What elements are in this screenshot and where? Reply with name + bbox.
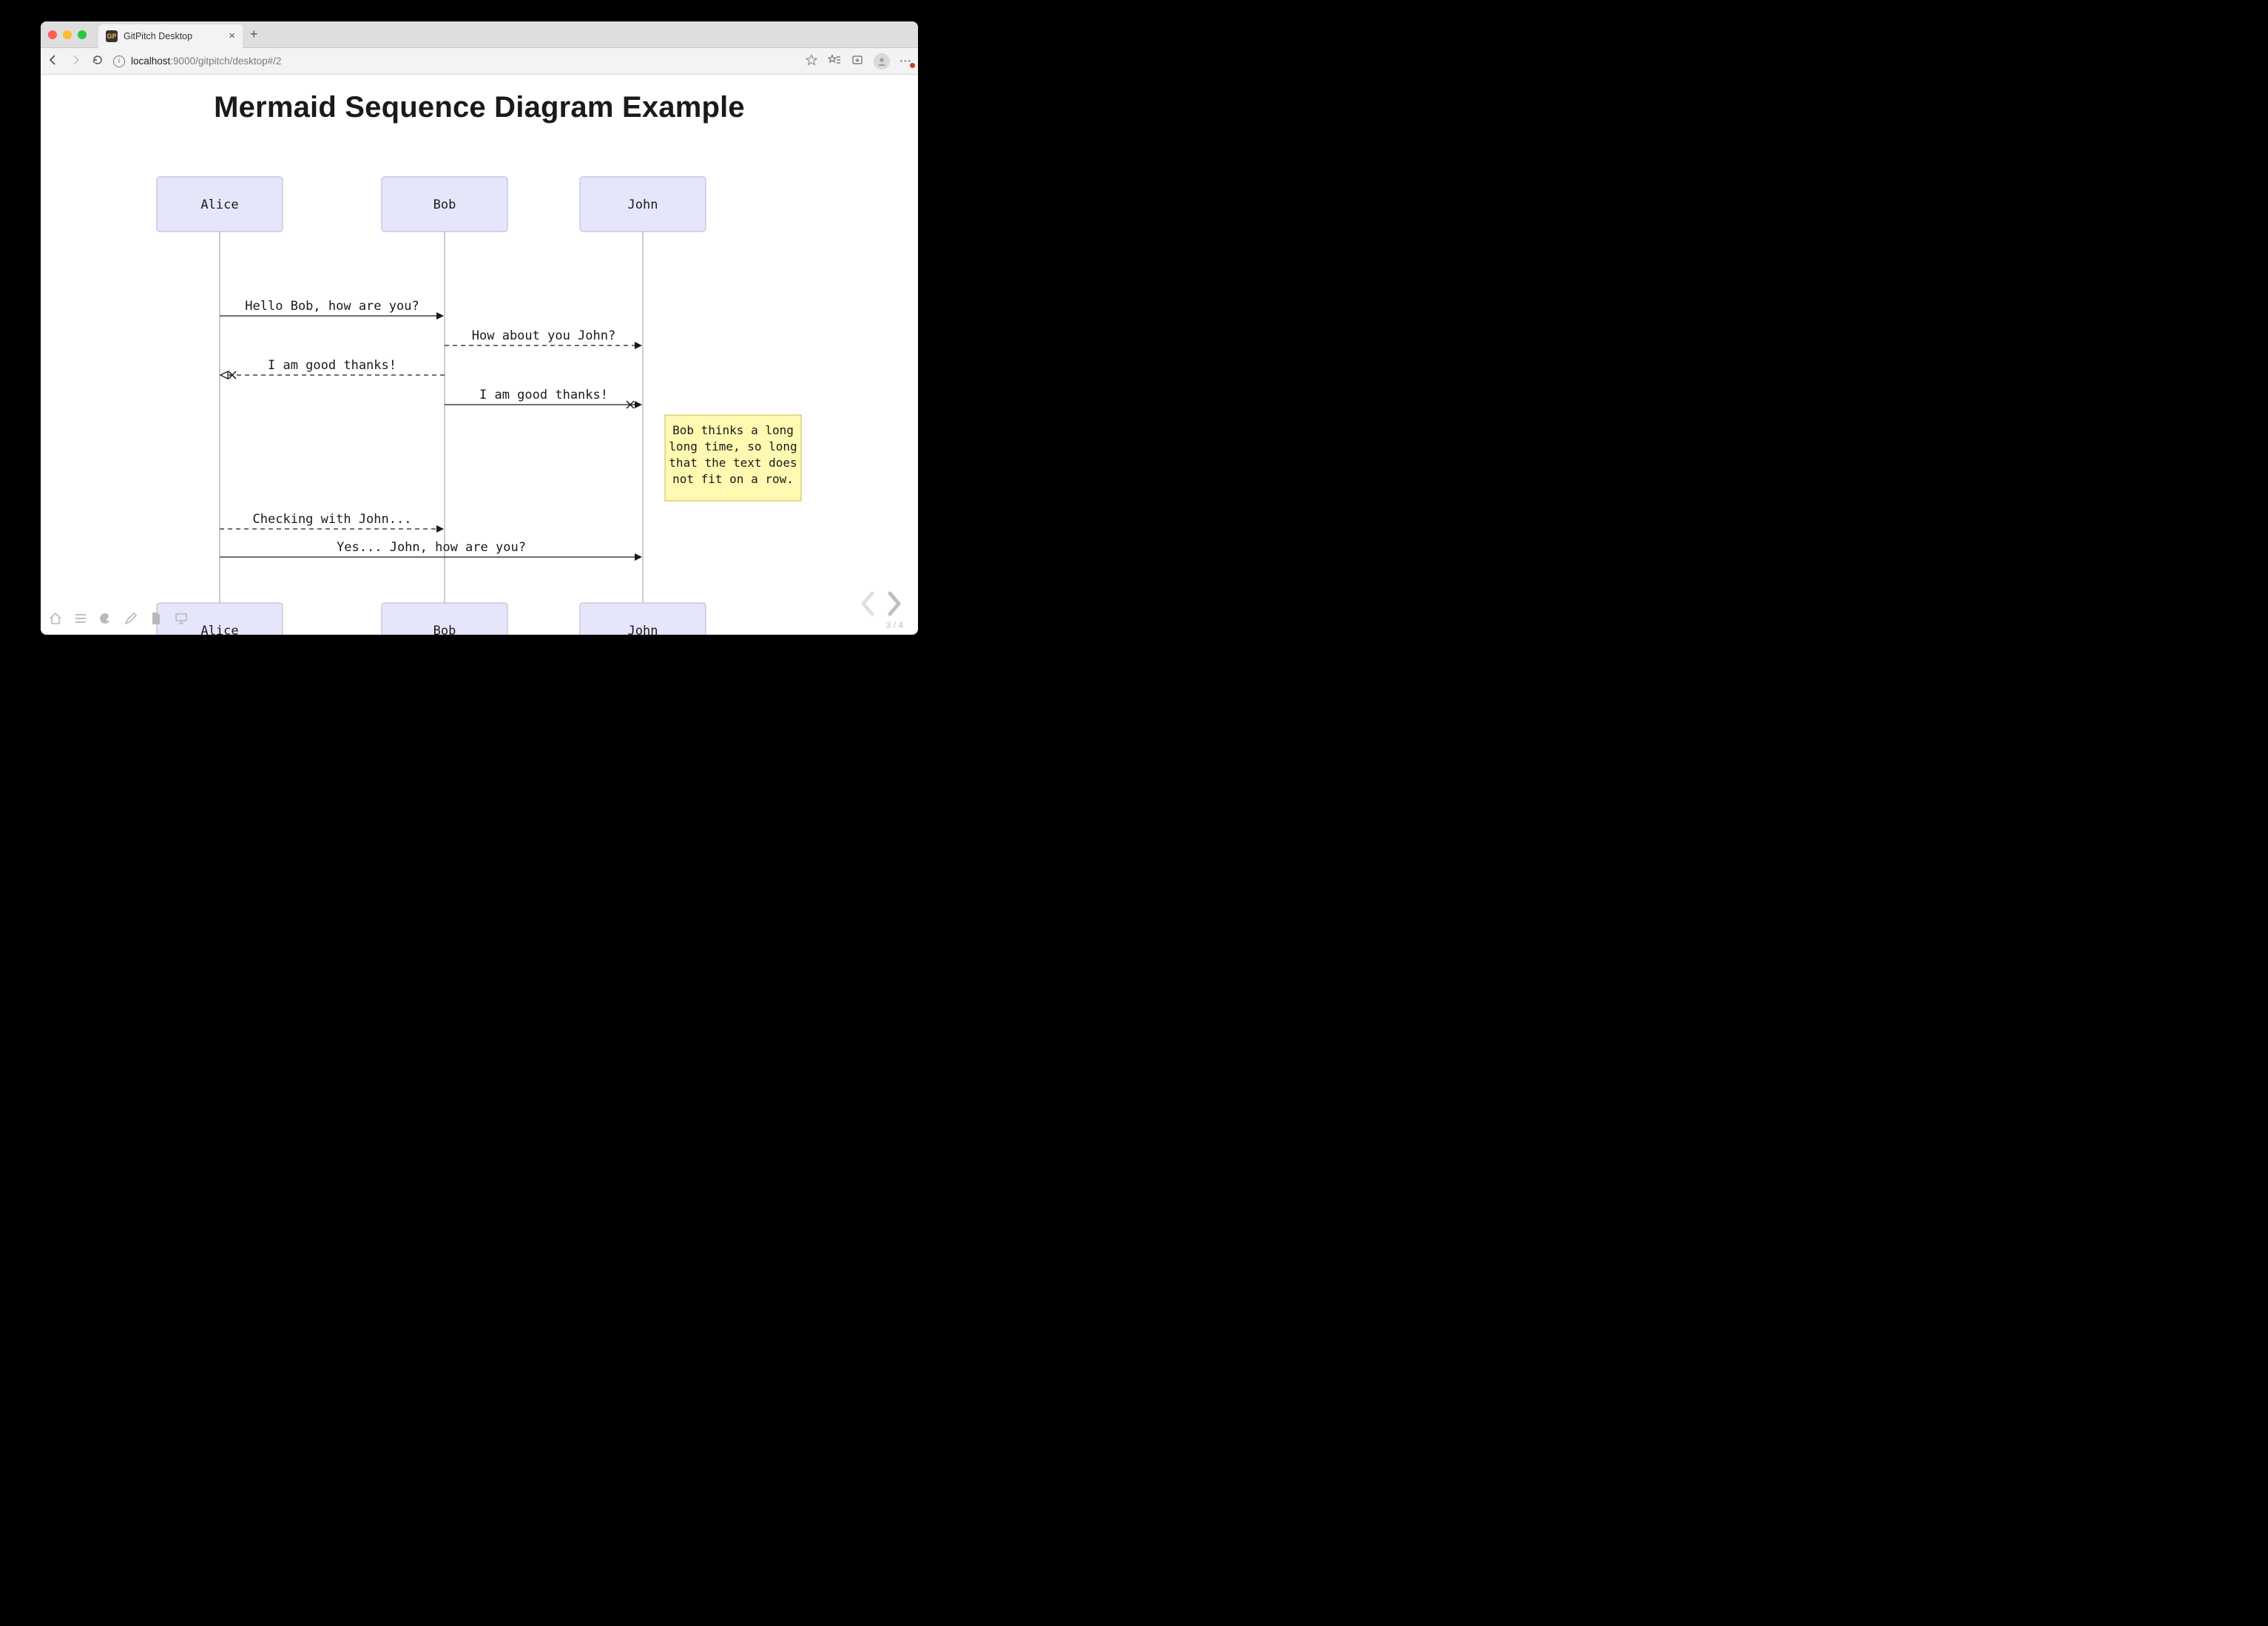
prev-slide-button[interactable] [857,589,878,618]
tab-title: GitPitch Desktop [124,31,192,41]
url-bar: i localhost:9000/gitpitch/desktop#/2 ··· [41,48,918,75]
browser-tab[interactable]: GP GitPitch Desktop × [98,24,243,48]
sequence-diagram: Alice Bob John Alice Bob John Hello Bob, how a… [41,75,918,635]
svg-text:long time, so long: long time, so long [669,439,797,453]
minimize-window-dot[interactable] [63,30,72,39]
pdf-icon[interactable] [149,611,163,626]
svg-text:I am good thanks!: I am good thanks! [268,358,396,373]
slide-content: Mermaid Sequence Diagram Example AliceBo… [41,75,918,635]
reload-button[interactable] [91,54,104,68]
svg-text:Alice: Alice [200,624,238,635]
svg-text:Yes... John, how are you?: Yes... John, how are you? [337,540,526,555]
svg-text:not fit on a row.: not fit on a row. [672,472,794,486]
svg-text:Alice: Alice [200,198,238,212]
bookmark-icon[interactable] [806,54,817,68]
svg-text:John: John [628,624,658,635]
svg-text:Bob thinks a long: Bob thinks a long [672,423,794,437]
maximize-window-dot[interactable] [78,30,87,39]
svg-text:I am good thanks!: I am good thanks! [479,388,608,402]
back-button[interactable] [47,54,60,68]
svg-text:Bob: Bob [433,624,456,635]
svg-text:How about you John?: How about you John? [472,328,615,343]
titlebar: GP GitPitch Desktop × + [41,21,918,48]
pencil-icon[interactable] [124,611,138,626]
palette-icon[interactable] [98,611,113,626]
menu-icon[interactable] [73,611,88,626]
tab-close-icon[interactable]: × [229,30,235,42]
tab-favicon: GP [106,30,118,42]
window-controls [48,30,87,39]
svg-text:that the text does: that the text does [669,456,797,470]
site-info-icon[interactable]: i [113,55,125,67]
svg-text:Hello Bob, how are you?: Hello Bob, how are you? [245,299,419,314]
new-tab-button[interactable]: + [250,27,258,42]
browser-window: GP GitPitch Desktop × + i localhost:9000… [41,21,918,635]
forward-button[interactable] [69,54,82,68]
svg-text:John: John [628,198,658,212]
url-path: :9000/gitpitch/desktop#/2 [170,55,281,67]
url-host: localhost [131,55,170,67]
svg-text:Bob: Bob [433,198,456,212]
home-icon[interactable] [48,611,63,626]
next-slide-button[interactable] [884,589,905,618]
more-menu-icon[interactable]: ··· [900,55,913,67]
favorites-icon[interactable] [828,54,841,68]
monitor-icon[interactable] [174,611,189,626]
collections-icon[interactable] [851,54,863,68]
profile-avatar[interactable] [874,53,890,70]
close-window-dot[interactable] [48,30,57,39]
address-field[interactable]: i localhost:9000/gitpitch/desktop#/2 [113,55,797,67]
slide-nav-arrows [857,589,905,618]
svg-text:Checking with John...: Checking with John... [253,512,412,527]
page-counter: 3 / 4 [886,620,903,630]
slide-toolbar [48,611,189,626]
